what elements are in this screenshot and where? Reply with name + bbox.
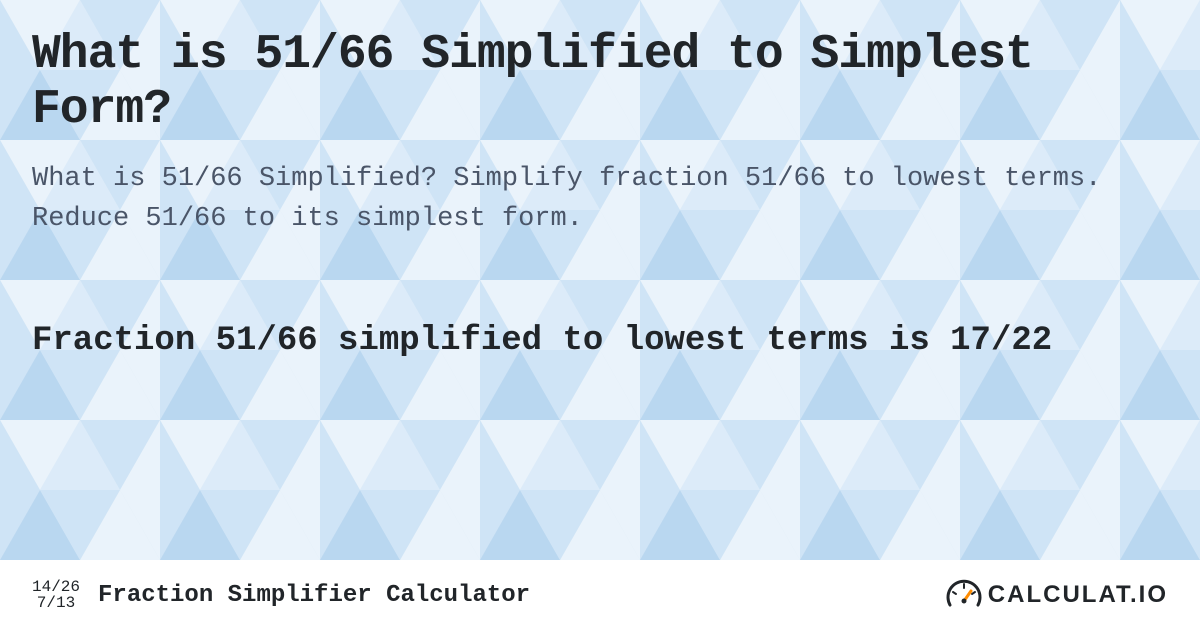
brand-logo: CALCULAT.IO [946, 577, 1168, 613]
gauge-icon [946, 577, 982, 613]
main-content: What is 51/66 Simplified to Simplest For… [0, 0, 1200, 630]
page-answer: Fraction 51/66 simplified to lowest term… [32, 319, 1168, 363]
fraction-bottom: 7/13 [37, 595, 75, 611]
footer-bar: 14/26 7/13 Fraction Simplifier Calculato… [0, 560, 1200, 630]
calculator-name: Fraction Simplifier Calculator [98, 582, 530, 609]
fraction-top: 14/26 [32, 579, 80, 595]
brand-name: CALCULAT.IO [988, 581, 1168, 609]
fraction-logo-icon: 14/26 7/13 [32, 579, 80, 611]
page-description: What is 51/66 Simplified? Simplify fract… [32, 160, 1168, 238]
page-title: What is 51/66 Simplified to Simplest For… [32, 28, 1168, 138]
footer-left: 14/26 7/13 Fraction Simplifier Calculato… [32, 579, 530, 611]
